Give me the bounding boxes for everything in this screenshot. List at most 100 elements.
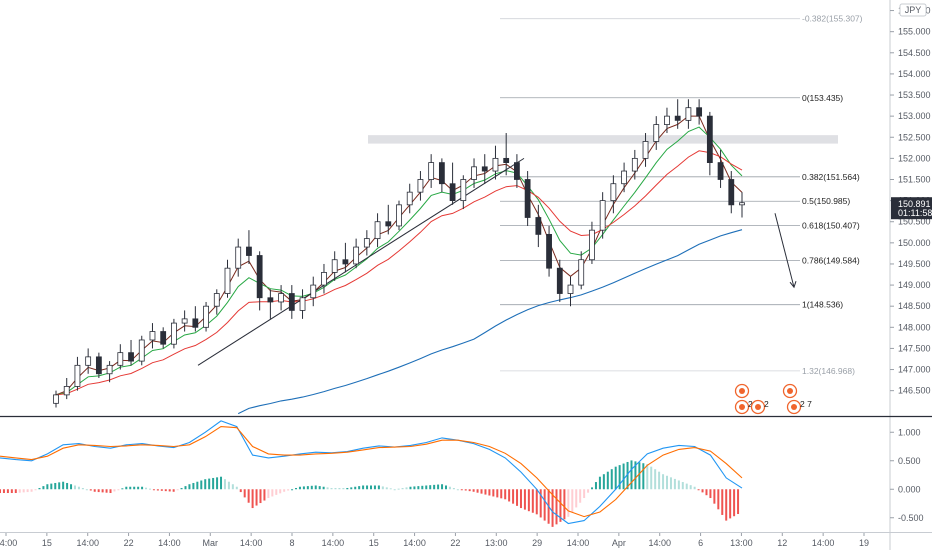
macd-histogram-bar xyxy=(204,479,207,490)
economic-event-marker[interactable]: 2 7 xyxy=(786,399,813,415)
time-tick-label: 14:00 xyxy=(158,538,181,548)
event-markers[interactable]: 2 2 2 7 xyxy=(734,383,813,415)
macd-histogram-bar xyxy=(484,489,487,495)
candle-body xyxy=(128,352,134,362)
macd-histogram-bar xyxy=(539,489,542,518)
macd-histogram-bar xyxy=(421,485,424,490)
macd-histogram-bar xyxy=(630,460,633,490)
candle-body xyxy=(503,157,510,163)
candle-body xyxy=(438,162,445,185)
time-tick-label: 19 xyxy=(859,538,869,548)
macd-histogram-bar xyxy=(10,489,13,494)
price-tick-label: 147.000 xyxy=(898,365,931,375)
candle-body xyxy=(310,284,317,299)
macd-histogram-bar xyxy=(117,489,120,491)
macd-histogram-bar xyxy=(54,482,57,490)
macd-histogram-bar xyxy=(235,486,238,490)
macd-histogram-bar xyxy=(227,481,230,490)
macd-histogram-bar xyxy=(113,489,116,492)
time-tick-label: Mar xyxy=(203,538,219,548)
macd-histogram-bar xyxy=(58,482,61,490)
macd-histogram-bar xyxy=(89,489,92,491)
economic-event-marker[interactable] xyxy=(782,383,798,399)
macd-histogram-bar xyxy=(2,489,5,494)
candle-body xyxy=(299,297,306,311)
macd-histogram-bar xyxy=(243,489,246,498)
candle-body xyxy=(653,124,660,142)
projection-arrow[interactable] xyxy=(774,213,795,288)
candle-body xyxy=(631,157,638,172)
macd-histogram-bar xyxy=(259,489,262,504)
macd-histogram-bar xyxy=(464,489,467,491)
macd-histogram-bar xyxy=(405,487,408,490)
macd-histogram-bar xyxy=(654,469,657,490)
candle-body xyxy=(117,352,124,366)
macd-histogram-bar xyxy=(231,484,234,490)
macd-histogram-bar xyxy=(101,489,104,493)
macd-histogram-bar xyxy=(145,487,148,490)
candle-body xyxy=(567,284,574,294)
macd-histogram-bar xyxy=(342,487,345,490)
macd-histogram-bar xyxy=(176,489,179,491)
time-tick-label: Apr xyxy=(612,538,626,548)
economic-event-marker[interactable] xyxy=(734,383,750,399)
time-tick-label: 14:00 xyxy=(812,538,835,548)
time-tick-label: 12 xyxy=(777,538,787,548)
macd-histogram-bar xyxy=(73,485,76,490)
candle-body xyxy=(213,293,220,307)
macd-histogram-bar xyxy=(208,478,211,490)
macd-histogram-bar xyxy=(326,487,329,490)
support-trend-line[interactable] xyxy=(197,157,525,366)
last-price-label: 150.891 xyxy=(898,199,931,209)
macd-histogram-bar xyxy=(239,489,242,493)
price-tick-label: 146.500 xyxy=(898,386,931,396)
macd-histogram-bar xyxy=(602,474,605,490)
fibonacci-retracement[interactable]: -0.382(155.307) 0(153.435) 0.382(151.564) 0… xyxy=(368,14,863,376)
macd-histogram-bar xyxy=(81,487,84,490)
macd-histogram-bar xyxy=(160,489,163,491)
economic-event-marker[interactable]: 2 xyxy=(734,399,754,415)
candle-body xyxy=(374,221,381,240)
macd-histogram-bar xyxy=(622,463,625,490)
macd-histogram-bar xyxy=(523,489,526,510)
economic-event-marker[interactable]: 2 xyxy=(750,399,770,415)
macd-histogram-bar xyxy=(531,489,534,513)
time-tick-label: 14:00 xyxy=(240,538,263,548)
macd-histogram-bar xyxy=(512,489,515,504)
macd-histogram-bar xyxy=(634,461,637,490)
macd-histogram-bar xyxy=(223,479,226,490)
time-tick-label: 22 xyxy=(124,538,134,548)
macd-histogram-bar xyxy=(460,489,463,491)
price-tick-label: 148.500 xyxy=(898,301,931,311)
macd-histogram-bar xyxy=(397,488,400,490)
trend-lines[interactable] xyxy=(197,157,797,366)
price-tick-label: 150.500 xyxy=(898,217,931,227)
macd-histogram-bar xyxy=(279,489,282,494)
event-marker-dot xyxy=(791,404,797,410)
candle-body xyxy=(171,322,177,345)
macd-histogram-bar xyxy=(287,489,290,491)
fib-level-label: 0(153.435) xyxy=(802,93,843,103)
macd-histogram-bar xyxy=(109,489,112,494)
macd-histogram-bar xyxy=(429,485,432,490)
macd-histogram-bar xyxy=(697,489,700,491)
macd-histogram-bar xyxy=(34,489,37,491)
macd-histogram-bar xyxy=(196,481,199,490)
event-marker-dot xyxy=(739,404,745,410)
macd-histogram-bar xyxy=(172,489,175,492)
event-marker-dot xyxy=(787,388,793,394)
macd-histogram-bar xyxy=(567,489,570,517)
candle-body xyxy=(256,255,263,299)
candle-body xyxy=(460,179,467,202)
macd-histogram-bar xyxy=(591,487,594,490)
candle-body xyxy=(481,166,488,172)
macd-histogram-bar xyxy=(583,489,586,499)
macd-histogram-bar xyxy=(626,461,629,490)
time-tick-label: 22 xyxy=(450,538,460,548)
macd-histogram-bar xyxy=(62,481,65,490)
candle-body xyxy=(739,202,745,206)
macd-histogram-bar xyxy=(18,489,21,493)
